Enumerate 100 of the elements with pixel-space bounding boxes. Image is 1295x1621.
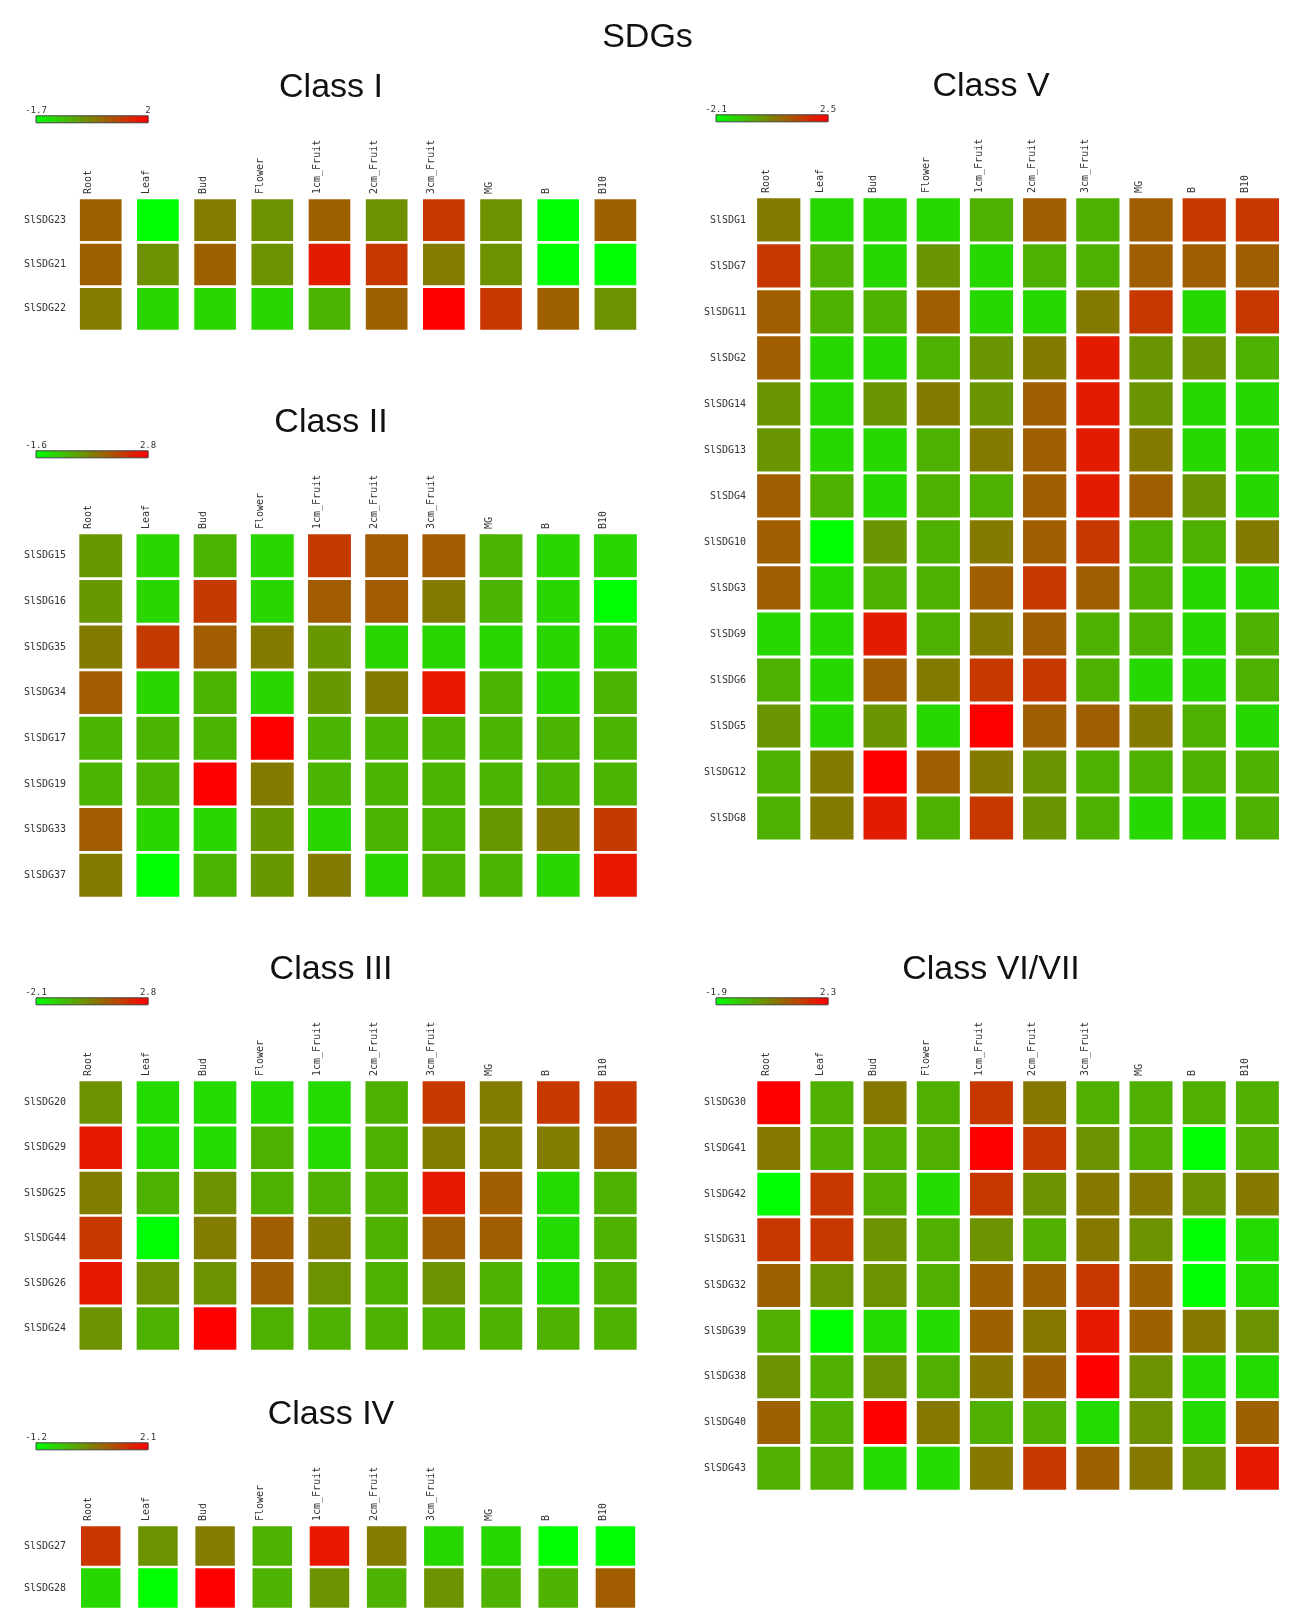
y-tick-label: SlSDG40	[703, 1416, 747, 1428]
x-tick-label: 3cm_Fruit	[425, 474, 438, 529]
x-tick-label: B10	[597, 175, 608, 194]
x-tick-label: Bud	[196, 1502, 208, 1521]
color-bar-label: 2.3	[819, 986, 837, 997]
y-tick-label: SlSDG20	[23, 1096, 67, 1108]
y-tick-label: SlSDG17	[23, 731, 67, 743]
y-tick-label: SlSDG8	[710, 811, 747, 823]
x-tick-label: Leaf	[139, 504, 151, 529]
x-tick-label: Bud	[196, 510, 208, 529]
x-tick-label: B	[539, 522, 551, 529]
x-tick-label: B	[1185, 186, 1197, 193]
color-bar-label: -1.2	[25, 1431, 47, 1442]
x-tick-label: MG	[482, 516, 494, 529]
y-tick-label: SlSDG41	[703, 1142, 747, 1154]
y-tick-label: SlSDG34	[23, 686, 67, 698]
y-tick-label: SlSDG31	[703, 1233, 747, 1245]
x-tick-label: Root	[82, 1496, 94, 1521]
color-bar-label: 2.8	[139, 439, 157, 450]
color-bar-label: 2.1	[139, 1431, 157, 1442]
y-tick-label: SlSDG12	[703, 765, 747, 777]
y-tick-label: SlSDG38	[703, 1370, 747, 1382]
x-tick-label: 1cm_Fruit	[311, 1466, 324, 1521]
x-tick-label: Bud	[866, 174, 878, 193]
chart-title: Class I	[279, 65, 383, 104]
x-tick-label: Flower	[253, 1484, 265, 1521]
x-tick-label: 2cm_Fruit	[1026, 1021, 1039, 1076]
y-tick-label: SlSDG33	[23, 823, 67, 835]
y-tick-label: SlSDG39	[703, 1324, 747, 1336]
y-tick-label: SlSDG27	[23, 1539, 67, 1551]
y-tick-label: SlSDG30	[703, 1096, 747, 1108]
y-tick-label: SlSDG22	[23, 302, 67, 314]
x-tick-label: MG	[1132, 1063, 1144, 1076]
y-tick-label: SlSDG25	[23, 1186, 67, 1198]
x-tick-label: Root	[760, 168, 772, 193]
x-tick-label: MG	[1132, 180, 1144, 193]
x-tick-label: Bud	[196, 175, 208, 194]
color-bar-label: -1.9	[705, 986, 727, 997]
x-tick-label: MG	[482, 181, 494, 194]
y-tick-label: SlSDG28	[23, 1581, 67, 1593]
x-tick-label: Flower	[253, 1039, 265, 1076]
y-tick-label: SlSDG4	[710, 489, 747, 501]
color-bar-label: -2.1	[705, 103, 727, 114]
x-tick-label: Root	[82, 1051, 94, 1076]
y-tick-label: SlSDG14	[703, 397, 747, 409]
x-tick-label: 2cm_Fruit	[368, 139, 381, 194]
x-tick-label: Flower	[919, 1039, 931, 1076]
x-tick-label: Root	[82, 169, 94, 194]
y-tick-label: SlSDG23	[23, 213, 67, 225]
y-tick-label: SlSDG2	[710, 351, 747, 363]
x-tick-label: Leaf	[139, 169, 151, 194]
y-tick-label: SlSDG5	[710, 719, 747, 731]
y-tick-label: SlSDG43	[703, 1461, 747, 1473]
y-tick-label: SlSDG37	[23, 868, 67, 880]
y-tick-label: SlSDG6	[710, 673, 747, 685]
y-tick-label: SlSDG16	[23, 595, 67, 607]
y-tick-label: SlSDG35	[23, 640, 67, 652]
x-tick-label: 3cm_Fruit	[1079, 138, 1092, 193]
chart-title: Class II	[274, 400, 388, 439]
chart-title: Class VI/VII	[902, 947, 1080, 986]
x-tick-label: Flower	[253, 157, 265, 194]
y-tick-label: SlSDG13	[703, 443, 747, 455]
x-tick-label: Leaf	[139, 1496, 151, 1521]
x-tick-label: B	[539, 187, 551, 194]
y-tick-label: SlSDG11	[703, 305, 747, 317]
y-tick-label: SlSDG19	[23, 777, 67, 789]
x-tick-label: 1cm_Fruit	[311, 139, 324, 194]
chart-title: Class IV	[267, 1392, 395, 1431]
y-tick-label: SlSDG44	[23, 1231, 67, 1243]
x-tick-label: MG	[482, 1508, 494, 1521]
x-tick-label: Root	[82, 504, 94, 529]
color-bar-label: 2	[145, 104, 151, 115]
y-tick-label: SlSDG3	[710, 581, 747, 593]
color-bar-label: 2.5	[819, 103, 837, 114]
y-tick-label: SlSDG7	[710, 259, 747, 271]
y-tick-label: SlSDG21	[23, 258, 67, 270]
x-tick-label: 2cm_Fruit	[368, 474, 381, 529]
y-tick-label: SlSDG9	[710, 627, 747, 639]
x-tick-label: 1cm_Fruit	[973, 1021, 986, 1076]
color-bar-label: 2.8	[139, 986, 157, 997]
x-tick-label: Bud	[866, 1057, 878, 1076]
x-tick-label: Flower	[253, 492, 265, 529]
y-tick-label: SlSDG32	[703, 1279, 747, 1291]
x-tick-label: 3cm_Fruit	[425, 1021, 438, 1076]
x-tick-label: B10	[597, 1502, 608, 1521]
x-tick-label: B10	[597, 510, 608, 529]
chart-title: Class III	[269, 947, 393, 986]
color-bar-label: -2.1	[25, 986, 47, 997]
x-tick-label: Flower	[919, 156, 931, 193]
x-tick-label: 3cm_Fruit	[425, 139, 438, 194]
x-tick-label: MG	[482, 1063, 494, 1076]
y-tick-label: SlSDG24	[23, 1322, 67, 1334]
x-tick-label: 1cm_Fruit	[311, 1021, 324, 1076]
x-tick-label: 1cm_Fruit	[973, 138, 986, 193]
x-tick-label: Leaf	[813, 1051, 825, 1076]
x-tick-label: B	[539, 1069, 551, 1076]
x-tick-label: 2cm_Fruit	[368, 1466, 381, 1521]
x-tick-label: Bud	[196, 1057, 208, 1076]
y-tick-label: SlSDG42	[703, 1187, 747, 1199]
y-tick-label: SlSDG15	[23, 549, 67, 561]
